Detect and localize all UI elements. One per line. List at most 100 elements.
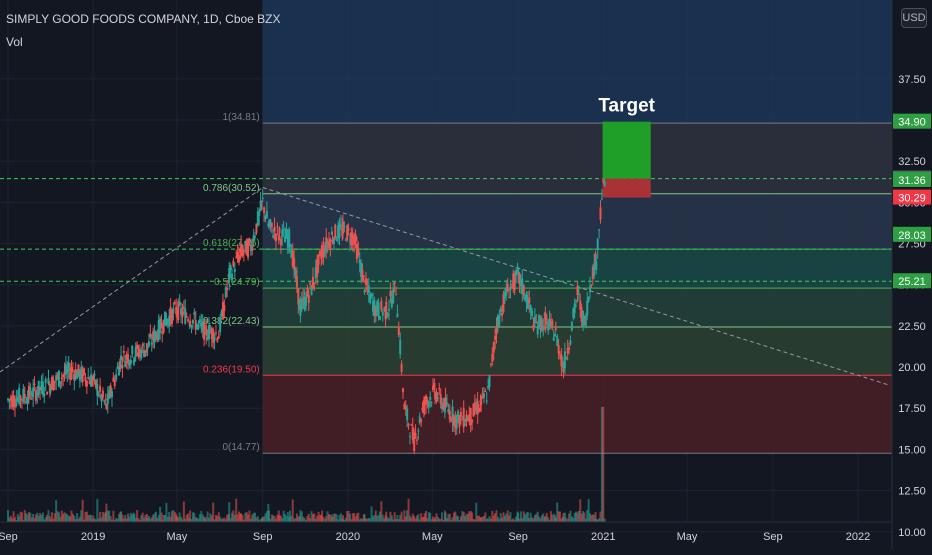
volume-bar bbox=[189, 510, 192, 522]
candle-body bbox=[599, 207, 602, 220]
candle-body bbox=[198, 319, 201, 323]
volume-bar bbox=[338, 514, 341, 522]
volume-bar bbox=[389, 511, 392, 522]
candle-body bbox=[136, 344, 139, 350]
volume-bar bbox=[502, 512, 505, 522]
candle-body bbox=[125, 354, 128, 360]
candle-body bbox=[15, 399, 18, 406]
candle-body bbox=[589, 286, 592, 293]
candle-body bbox=[60, 377, 63, 379]
fib-zone bbox=[262, 375, 893, 454]
volume-bar bbox=[154, 511, 157, 522]
volume-bar bbox=[447, 514, 450, 522]
volume-bar bbox=[168, 511, 171, 522]
volume-bar bbox=[313, 513, 316, 522]
volume-bar bbox=[37, 515, 40, 522]
candle-body bbox=[328, 240, 331, 249]
volume-bar bbox=[137, 518, 140, 522]
volume-bar bbox=[62, 513, 65, 522]
volume-bar bbox=[272, 515, 275, 522]
candle-body bbox=[533, 316, 536, 324]
candle-body bbox=[544, 312, 547, 330]
candle-body bbox=[103, 401, 106, 403]
candle-body bbox=[593, 263, 596, 277]
volume-bar bbox=[457, 516, 460, 522]
volume-bar bbox=[43, 519, 46, 522]
volume-bar bbox=[44, 517, 47, 522]
volume-bar bbox=[261, 517, 264, 522]
volume-bar bbox=[386, 517, 389, 522]
candle-body bbox=[92, 375, 95, 381]
candle-body bbox=[221, 301, 224, 320]
candle-body bbox=[378, 316, 381, 320]
candle-body bbox=[182, 307, 185, 309]
candle-body bbox=[100, 395, 103, 402]
volume-bar bbox=[357, 512, 360, 522]
candle-body bbox=[362, 275, 365, 277]
volume-bar bbox=[469, 511, 472, 522]
candle-body bbox=[39, 387, 42, 391]
volume-bar bbox=[286, 512, 289, 522]
candle-body bbox=[455, 415, 458, 429]
volume-bar bbox=[371, 516, 374, 522]
candle-body bbox=[268, 223, 271, 228]
volume-bar bbox=[436, 516, 439, 522]
candle-body bbox=[400, 363, 403, 372]
volume-bar bbox=[383, 518, 386, 522]
candle-body bbox=[66, 368, 69, 374]
candle-body bbox=[187, 319, 190, 322]
candle-body bbox=[407, 423, 410, 426]
volume-bar bbox=[13, 517, 16, 522]
volume-bar bbox=[427, 511, 430, 522]
candle-body bbox=[337, 225, 340, 239]
candle-body bbox=[303, 296, 306, 310]
candle-body bbox=[542, 325, 545, 331]
candle-body bbox=[120, 355, 123, 361]
candle-body bbox=[388, 308, 391, 311]
volume-bar bbox=[339, 513, 342, 522]
candle-body bbox=[596, 239, 599, 251]
volume-bar bbox=[273, 516, 276, 522]
candle-body bbox=[332, 237, 335, 245]
currency-button[interactable]: USD bbox=[901, 8, 927, 28]
candle-body bbox=[157, 320, 160, 340]
x-tick-label: 2020 bbox=[336, 531, 360, 543]
volume-bar bbox=[67, 515, 70, 522]
volume-bar bbox=[30, 517, 33, 522]
candle-body bbox=[9, 397, 12, 402]
volume-bar bbox=[376, 515, 379, 522]
volume-bar bbox=[92, 515, 95, 522]
candle-body bbox=[353, 237, 356, 245]
volume-bar bbox=[153, 513, 156, 522]
volume-bar bbox=[593, 514, 596, 522]
volume-bar bbox=[93, 518, 96, 522]
candle-body bbox=[557, 345, 560, 354]
volume-bar bbox=[366, 518, 369, 522]
candle-body bbox=[121, 364, 124, 369]
candle-body bbox=[487, 385, 490, 389]
candle-body bbox=[84, 377, 87, 382]
candle-body bbox=[55, 375, 58, 381]
volume-bar bbox=[355, 513, 358, 522]
candle-body bbox=[577, 293, 580, 295]
candle-body bbox=[104, 398, 107, 401]
volume-bar bbox=[492, 515, 495, 522]
volume-bar bbox=[415, 515, 418, 522]
price-label-tag bbox=[893, 189, 931, 205]
candle-body bbox=[108, 390, 111, 399]
volume-bar bbox=[26, 514, 29, 522]
volume-bar bbox=[255, 517, 258, 522]
candle-body bbox=[583, 319, 586, 322]
volume-bar bbox=[46, 514, 49, 522]
volume-bar bbox=[510, 519, 513, 522]
candle-body bbox=[420, 419, 423, 423]
volume-bar bbox=[503, 515, 506, 522]
volume-bar bbox=[125, 518, 128, 522]
volume-bar bbox=[213, 519, 216, 522]
candle-body bbox=[341, 221, 344, 234]
volume-bar bbox=[223, 517, 226, 522]
volume-bar bbox=[559, 511, 562, 522]
volume-bar bbox=[390, 515, 393, 522]
